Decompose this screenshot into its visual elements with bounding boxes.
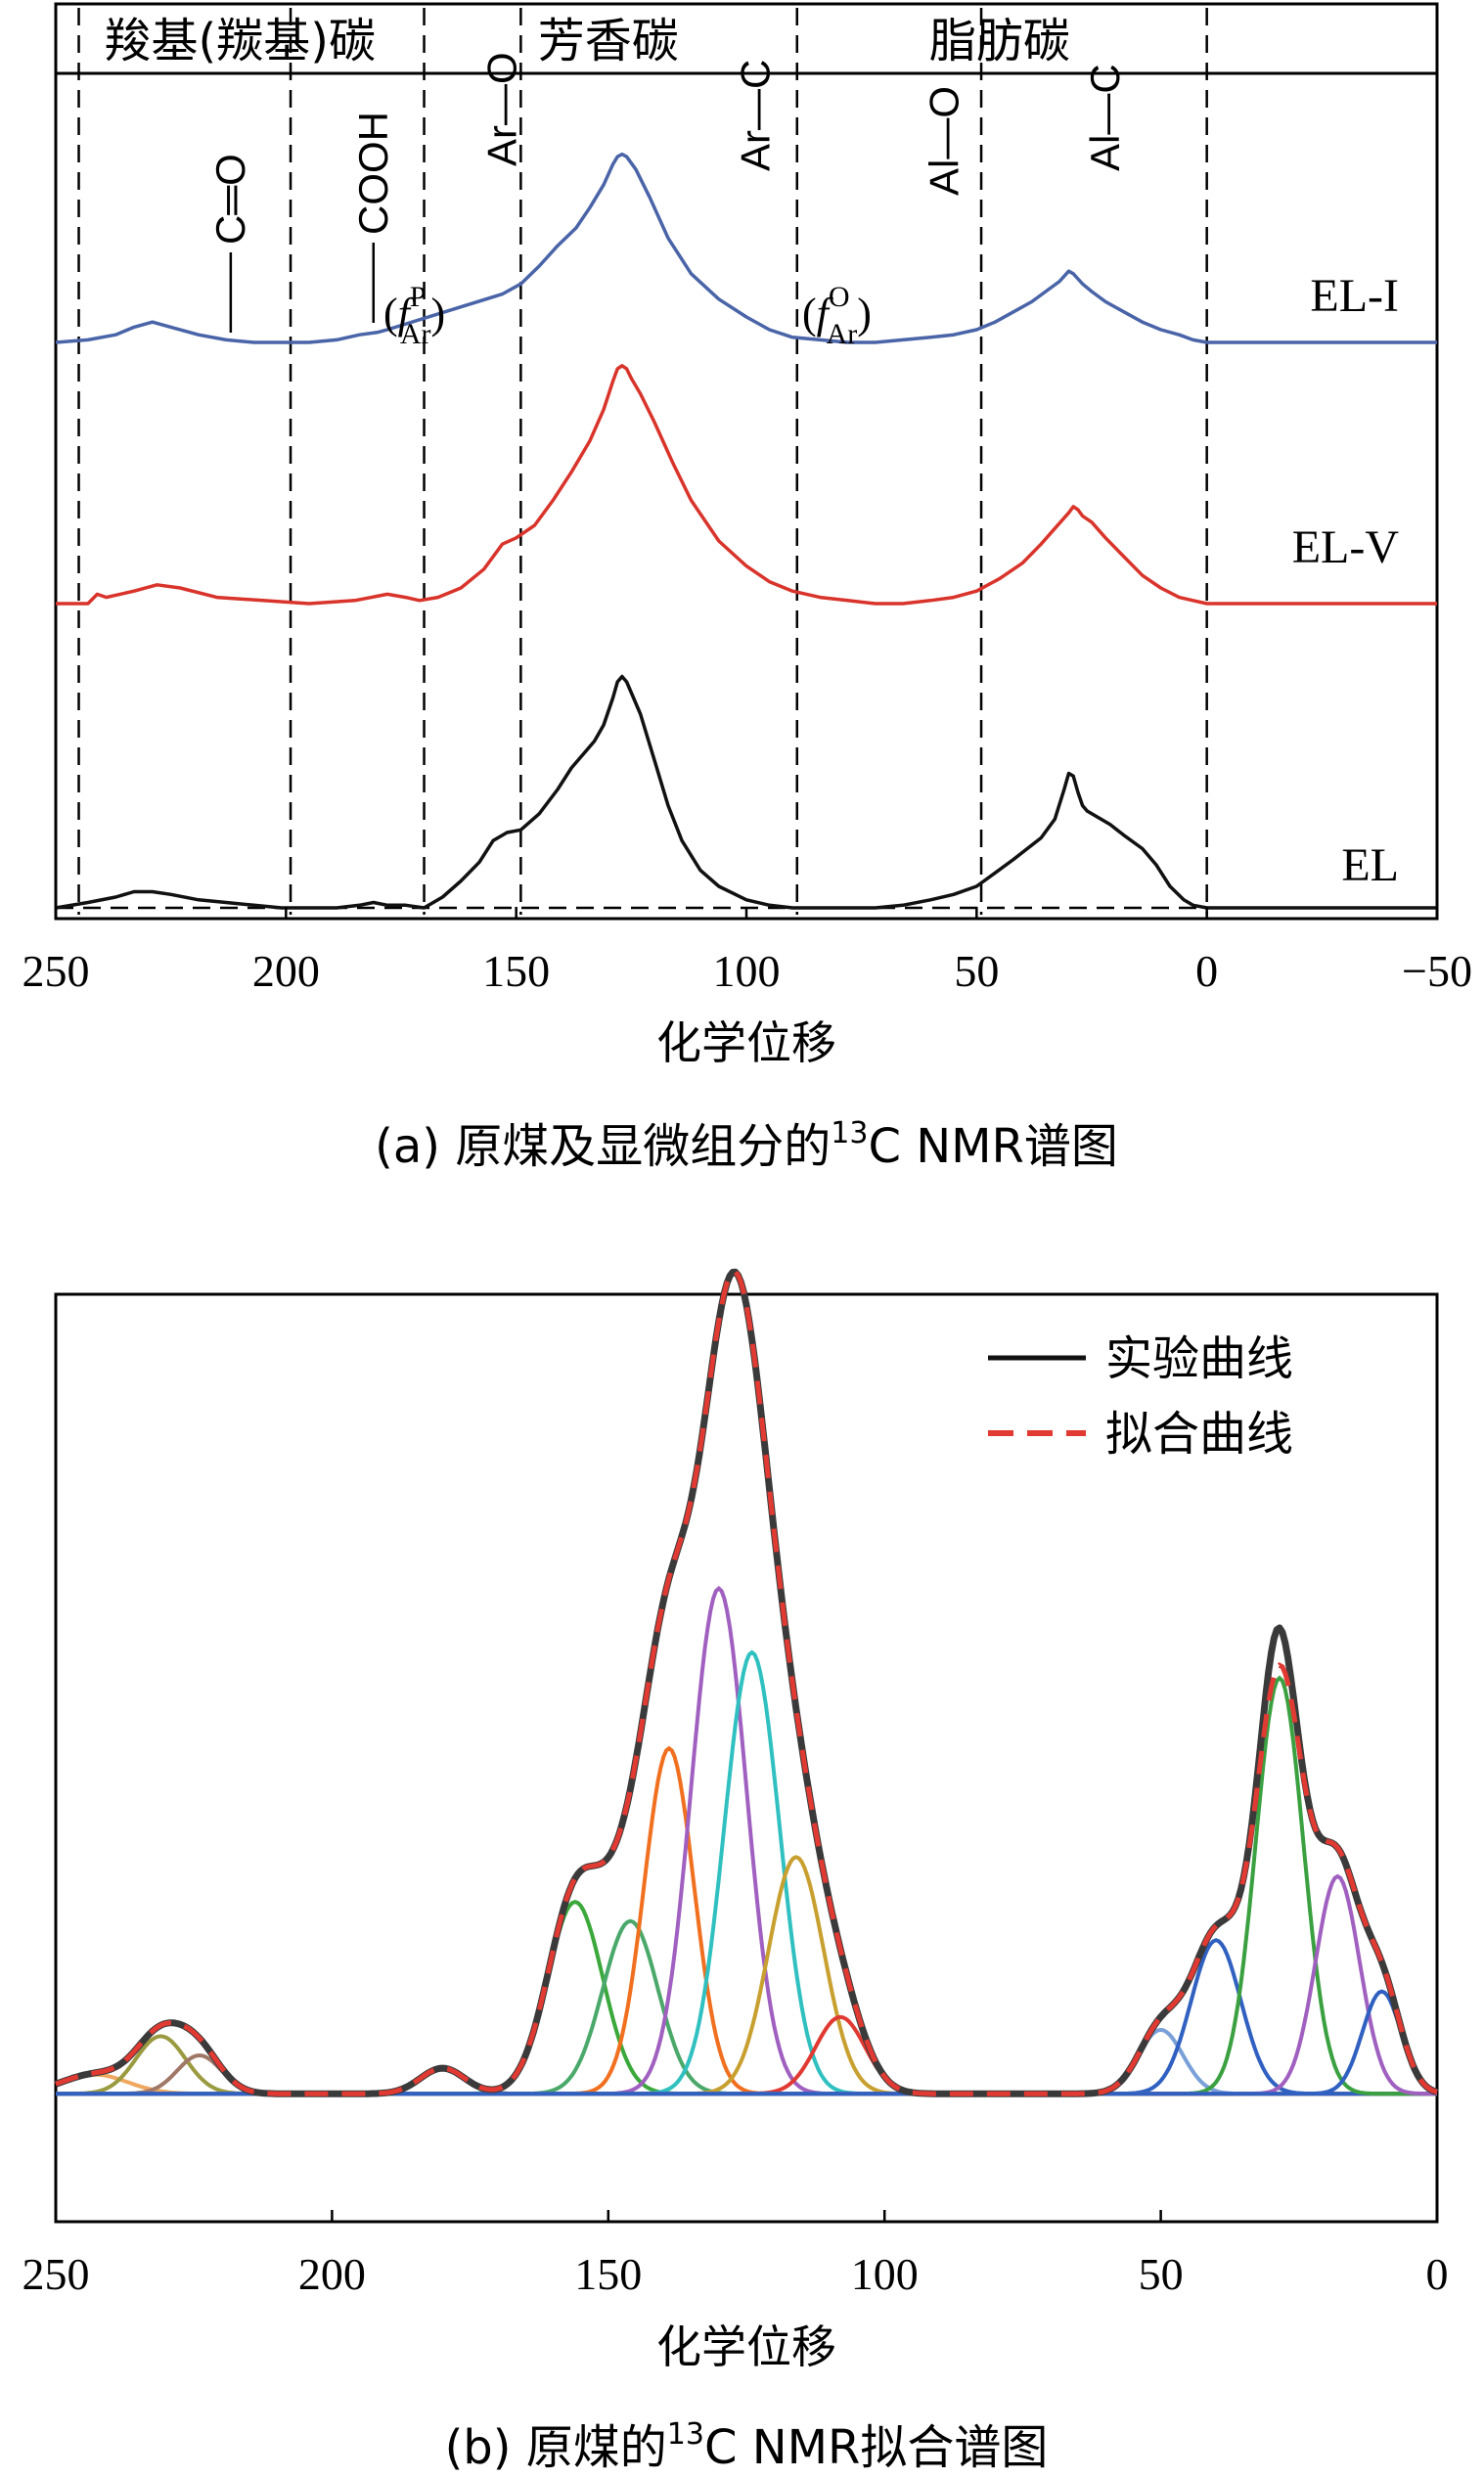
panel-b-curves <box>54 1268 1439 2097</box>
series-line-el-i <box>55 152 1437 344</box>
annotation-cooh: COOH <box>350 112 396 235</box>
series-label-el: EL <box>1341 839 1399 891</box>
component-peak-9 <box>56 1855 1437 2096</box>
caption-b: (b) 原煤的13C NMR拟合谱图 <box>445 2417 1049 2475</box>
component-peak-10 <box>56 2014 1437 2096</box>
series-label-el-v: EL-V <box>1292 521 1400 573</box>
caption-a: (a) 原煤及显微组分的13C NMR谱图 <box>375 1116 1118 1174</box>
annotation-ar-c: Ar—C <box>732 60 778 171</box>
series-line-el-v <box>56 364 1437 606</box>
tick-label-b-150: 150 <box>574 2249 642 2299</box>
tick-label-b-250: 250 <box>22 2249 90 2299</box>
component-peak-4 <box>56 1899 1437 2096</box>
annotation-ar-o: Ar—O <box>479 52 525 166</box>
series-labels: EL-I EL-V EL <box>1292 270 1400 891</box>
component-peaks <box>55 1585 1438 2096</box>
x-axis-title-a: 化学位移 <box>656 1016 836 1069</box>
component-peak-12 <box>56 1938 1437 2096</box>
fitted-curve <box>55 1269 1438 2096</box>
component-peak-2 <box>56 2052 1437 2096</box>
tick-label-b-0: 0 <box>1426 2249 1449 2299</box>
experimental-curve <box>54 1268 1439 2097</box>
tick-label-b-100: 100 <box>851 2249 919 2299</box>
fraction-labels: (fP Ar) (fO Ar) <box>383 281 872 350</box>
panel-a: 羧基(羰基)碳 芳香碳 脂肪碳 EL-I EL-V EL C═O COOH Ar… <box>22 2 1472 1174</box>
component-peak-14 <box>56 1873 1437 2096</box>
tick-label-a-0: 0 <box>1195 946 1218 996</box>
x-axis-ticks-b: 250 200 150 100 50 0 <box>22 2210 1449 2299</box>
annotation-c-o: C═O <box>207 154 253 245</box>
x-axis-ticks: 250 200 150 100 50 0 −50 <box>22 907 1472 996</box>
annotation-al-c: Al—C <box>1082 64 1128 171</box>
region-label-aromatic: 芳香碳 <box>538 14 679 68</box>
component-peak-5 <box>56 1918 1437 2096</box>
region-labels: 羧基(羰基)碳 芳香碳 脂肪碳 <box>105 14 1070 68</box>
bond-annotations: C═O COOH Ar—O Ar—C Al—O Al—C <box>207 52 1128 333</box>
series-line-el <box>55 674 1437 910</box>
tick-label-a-50: 50 <box>954 946 999 996</box>
fraction-fpar: (fP Ar) <box>383 281 445 350</box>
tick-label-a-50: −50 <box>1402 946 1472 996</box>
annotation-al-o: Al—O <box>921 86 967 196</box>
tick-label-a-250: 250 <box>22 946 90 996</box>
x-axis-title-b: 化学位移 <box>656 2320 836 2373</box>
panel-b: 实验曲线 拟合曲线 250 200 150 100 50 0 化学位移 (b) 原煤的13… <box>22 1268 1449 2475</box>
tick-label-b-200: 200 <box>298 2249 366 2299</box>
series-label-el-i: EL-I <box>1310 270 1399 322</box>
region-boundaries <box>77 8 1208 915</box>
component-peak-8 <box>56 1649 1437 2096</box>
tick-label-a-200: 200 <box>252 946 320 996</box>
legend: 实验曲线 拟合曲线 <box>988 1331 1293 1462</box>
tick-label-b-50: 50 <box>1139 2249 1184 2299</box>
legend-label-fitted: 拟合曲线 <box>1105 1407 1293 1462</box>
component-peak-13 <box>56 1675 1437 2096</box>
legend-label-experimental: 实验曲线 <box>1105 1331 1293 1386</box>
tick-label-a-150: 150 <box>482 946 550 996</box>
region-label-carbonyl: 羧基(羰基)碳 <box>105 14 376 68</box>
panel-a-series <box>55 152 1437 910</box>
region-label-aliphatic: 脂肪碳 <box>929 14 1070 68</box>
tick-label-a-100: 100 <box>713 946 781 996</box>
